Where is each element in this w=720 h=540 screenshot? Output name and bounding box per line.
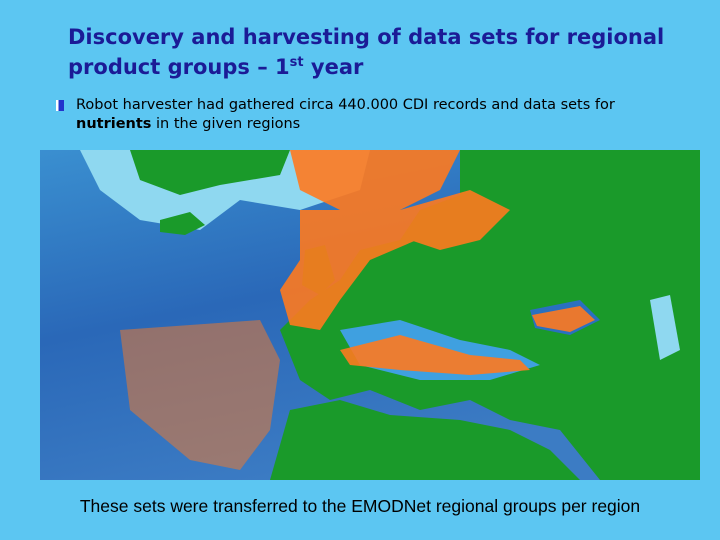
points-med (340, 335, 530, 375)
data-points (120, 150, 595, 470)
points-north (290, 150, 460, 210)
title-end: year (303, 55, 364, 79)
caspian (650, 295, 680, 360)
points-atlantic (280, 210, 440, 330)
bullet-after: in the given regions (151, 116, 301, 132)
slide-title: Discovery and harvesting of data sets fo… (68, 22, 688, 82)
bullet-icon (56, 100, 64, 111)
points-ocean (120, 320, 280, 470)
africa (270, 400, 580, 480)
bullet-before: Robot harvester had gathered circa 440.0… (76, 97, 615, 113)
eurasia (280, 150, 700, 480)
map (40, 150, 700, 480)
iceland (160, 212, 205, 235)
title-superscript: st (289, 55, 304, 70)
bullet: Robot harvester had gathered circa 440.0… (56, 96, 686, 134)
title-text: Discovery and harvesting of data sets fo… (68, 25, 665, 79)
bullet-text: Robot harvester had gathered circa 440.0… (76, 96, 686, 134)
points-baltic (400, 190, 510, 250)
greenland (130, 150, 290, 195)
points-black-sea (532, 306, 595, 332)
bullet-bold: nutrients (76, 116, 152, 132)
caption: These sets were transferred to the EMODN… (79, 496, 641, 516)
